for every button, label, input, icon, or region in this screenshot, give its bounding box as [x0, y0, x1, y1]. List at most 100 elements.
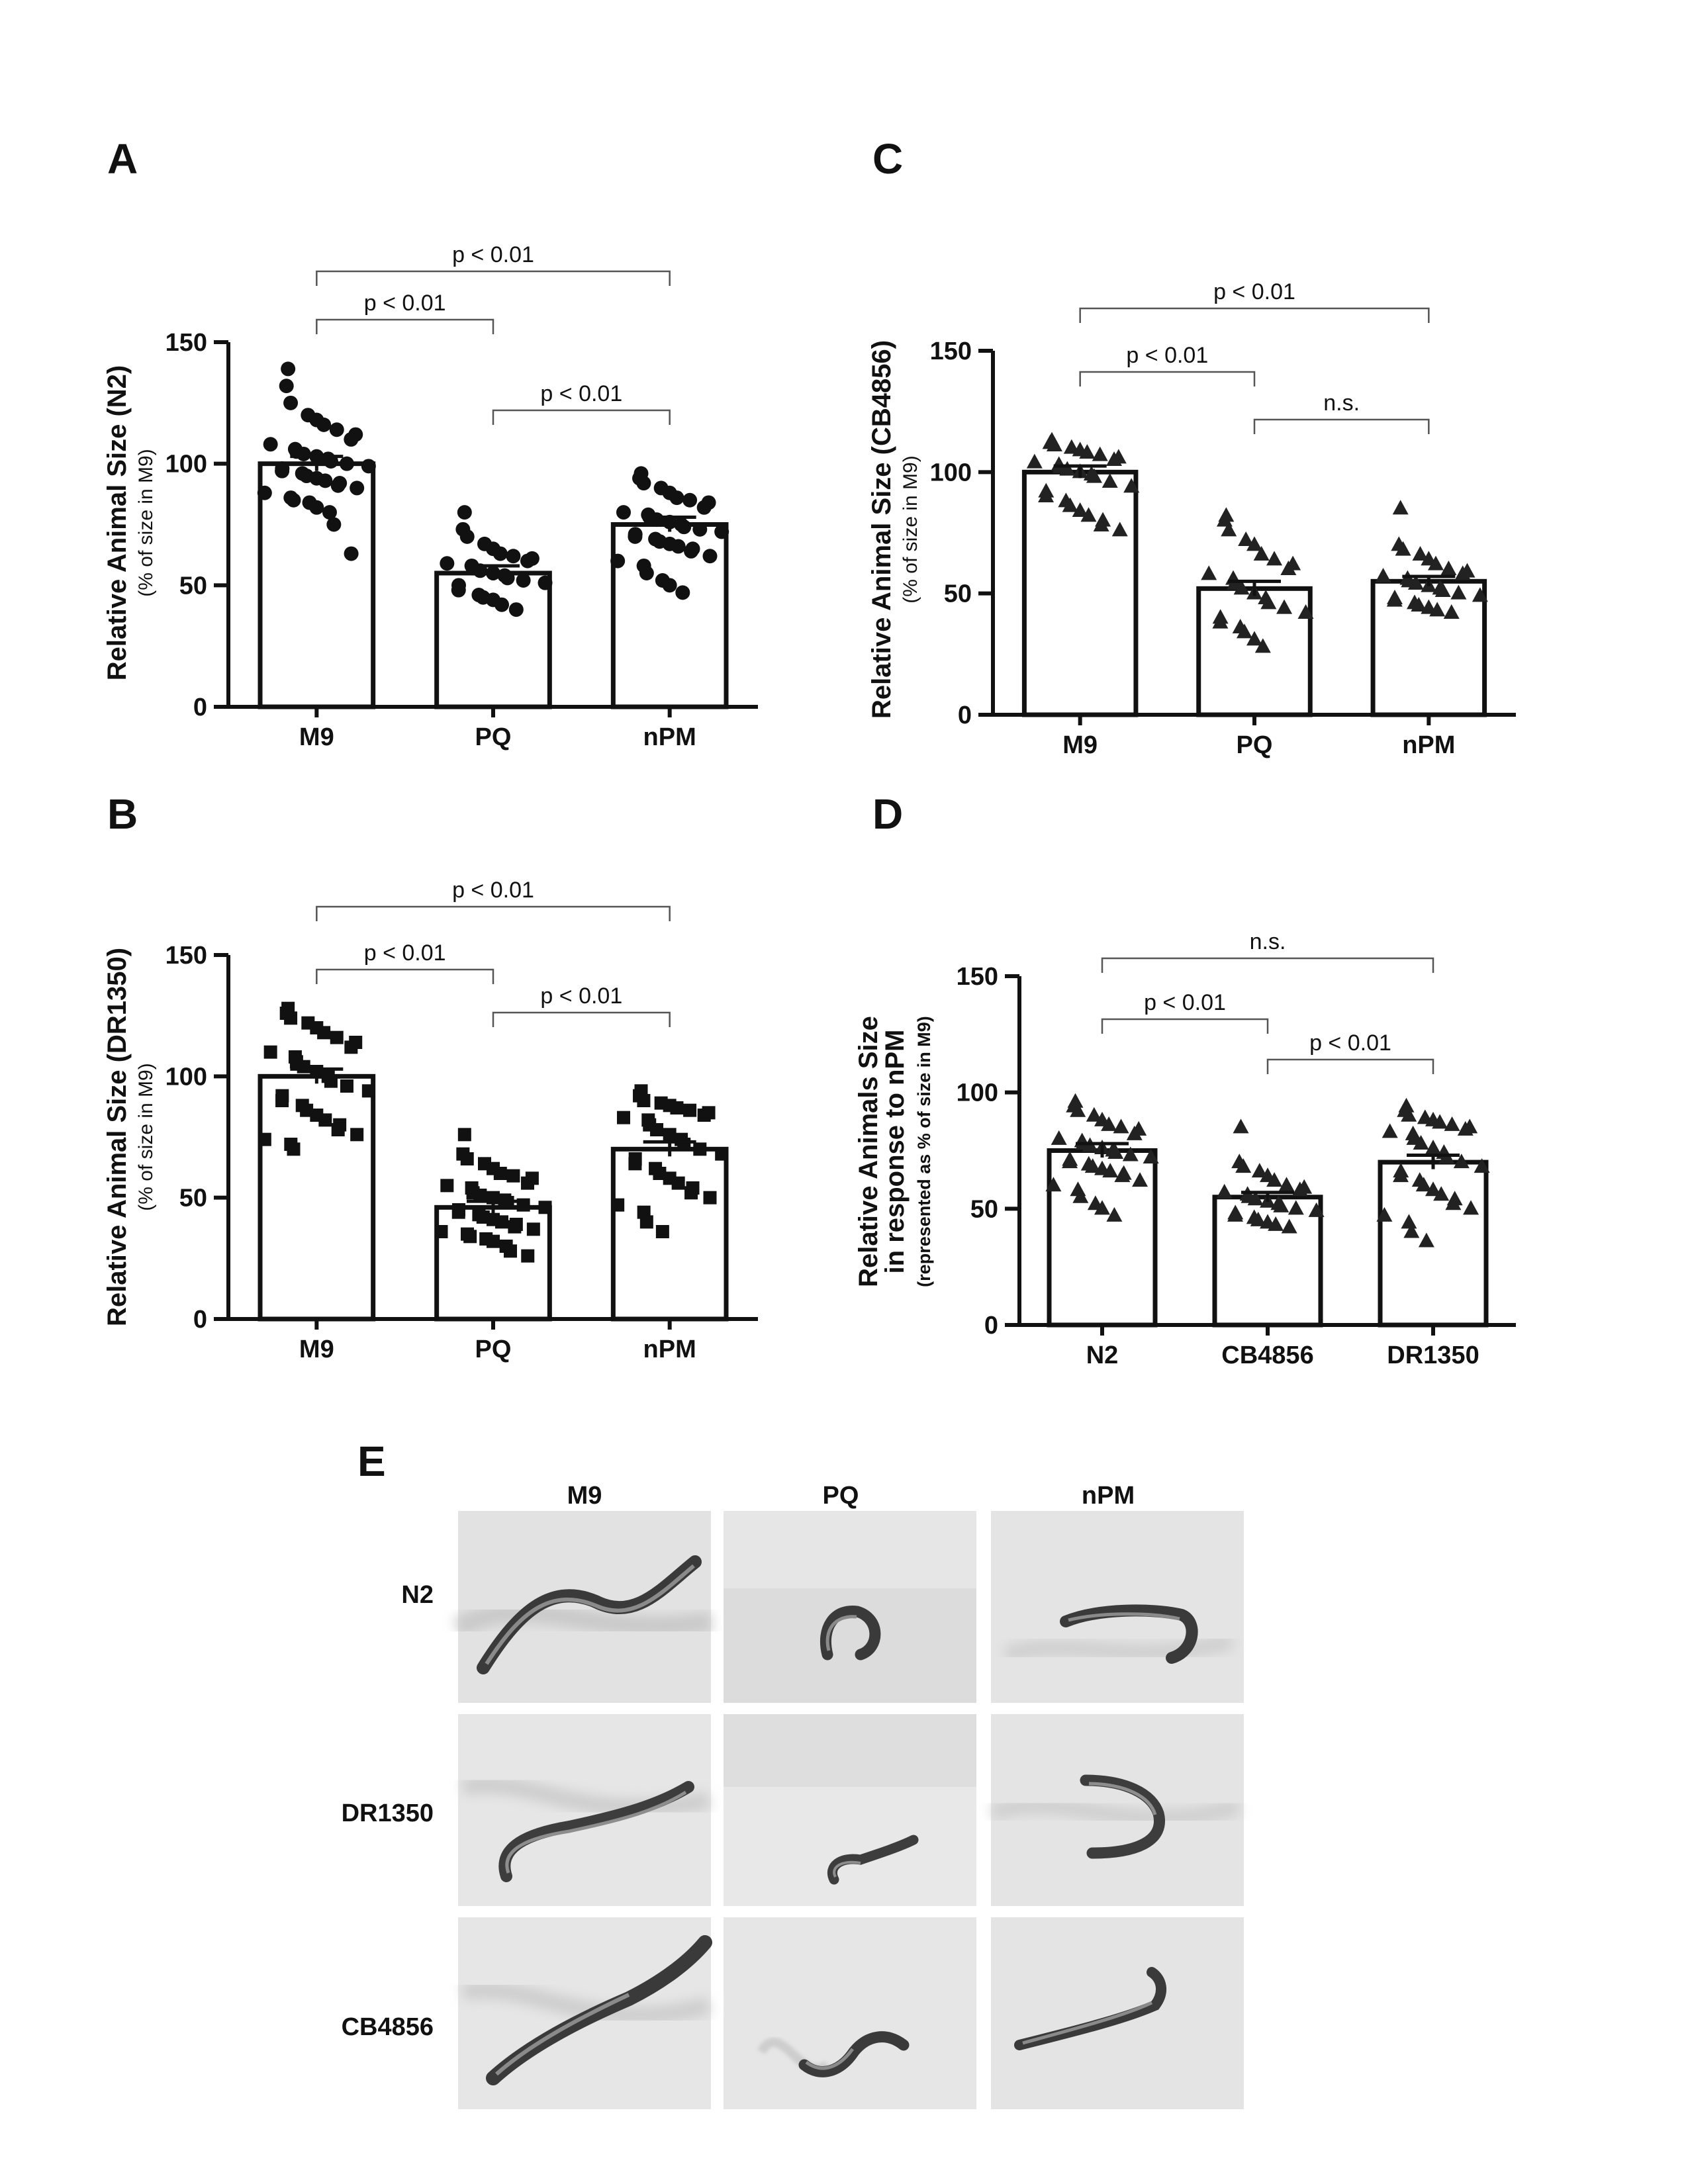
y-tick-label-a-3: 150 — [165, 329, 207, 357]
category-label-d-dr1350: DR1350 — [1387, 1342, 1479, 1369]
data-point-d-dr1350-16 — [1453, 1154, 1470, 1169]
data-point-c-pq-22 — [1246, 631, 1262, 646]
data-point-c-npm-23 — [1429, 602, 1446, 617]
panel-letter-a: A — [107, 135, 138, 183]
data-point-c-pq-19 — [1212, 614, 1229, 629]
data-point-b-npm-23 — [671, 1176, 685, 1190]
data-point-d-dr1350-28 — [1401, 1214, 1417, 1229]
data-point-d-dr1350-21 — [1415, 1177, 1432, 1192]
data-point-b-npm-19 — [628, 1157, 642, 1171]
data-point-d-cb4856-3 — [1251, 1163, 1268, 1178]
data-point-c-m9-19 — [1038, 488, 1055, 502]
data-point-c-npm-2 — [1395, 541, 1411, 556]
y-tick-label-d-2: 100 — [957, 1079, 998, 1107]
data-point-d-cb4856-17 — [1308, 1202, 1325, 1217]
data-point-b-pq-27 — [434, 1225, 448, 1238]
y-tick-label-b-0: 0 — [193, 1306, 207, 1334]
data-point-b-m9-2 — [284, 1011, 298, 1025]
data-point-b-m9-27 — [258, 1132, 271, 1146]
data-point-d-dr1350-6 — [1444, 1116, 1460, 1131]
data-point-b-npm-2 — [637, 1094, 651, 1107]
data-point-c-pq-8 — [1280, 561, 1297, 575]
category-label-a-m9: M9 — [299, 723, 334, 751]
category-label-b-m9: M9 — [299, 1336, 334, 1363]
data-point-b-m9-16 — [340, 1079, 353, 1093]
data-point-d-cb4856-23 — [1268, 1216, 1284, 1231]
data-point-d-n2-16 — [1122, 1146, 1139, 1161]
significance-bracket-b-1 — [316, 968, 494, 984]
data-point-c-m9-2 — [1046, 437, 1062, 451]
data-point-c-m9-17 — [1123, 478, 1140, 493]
data-point-c-npm-9 — [1375, 568, 1391, 582]
data-point-d-cb4856-9 — [1216, 1183, 1233, 1199]
data-point-b-pq-19 — [451, 1205, 465, 1219]
category-label-b-npm: nPM — [643, 1336, 696, 1363]
data-point-b-pq-25 — [508, 1220, 522, 1234]
y-tick-label-d-0: 0 — [984, 1312, 998, 1340]
data-point-c-pq-15 — [1260, 594, 1277, 610]
data-point-c-pq-9 — [1201, 565, 1217, 580]
data-point-a-m9-8 — [344, 432, 359, 447]
data-point-a-npm-15 — [677, 520, 692, 535]
data-point-d-n2-27 — [1045, 1177, 1062, 1192]
panel-e-row-label-n2: N2 — [401, 1581, 434, 1609]
significance-label-b-2: p < 0.01 — [540, 983, 622, 1009]
worm-image-dr1350-npm — [990, 1714, 1244, 1906]
significance-bracket-d-1 — [1101, 1018, 1269, 1034]
data-point-a-npm-5 — [669, 490, 684, 506]
data-point-c-pq-23 — [1254, 638, 1271, 653]
data-point-a-pq-9 — [440, 556, 455, 571]
data-point-a-pq-0 — [457, 505, 472, 520]
panel-e-col-label-npm: nPM — [1082, 1482, 1135, 1510]
data-point-d-cb4856-12 — [1247, 1191, 1264, 1206]
data-point-b-npm-8 — [697, 1109, 711, 1122]
significance-label-c-0: p < 0.01 — [1213, 279, 1295, 304]
data-point-b-m9-12 — [297, 1060, 310, 1073]
category-label-b-pq: PQ — [475, 1336, 512, 1363]
data-point-b-npm-17 — [715, 1147, 729, 1161]
data-point-a-npm-31 — [662, 578, 677, 593]
category-label-c-pq: PQ — [1237, 731, 1273, 759]
data-point-a-m9-12 — [296, 446, 311, 461]
data-point-d-cb4856-16 — [1288, 1200, 1304, 1215]
data-point-a-m9-33 — [326, 517, 342, 532]
data-point-c-m9-12 — [1059, 461, 1076, 476]
category-label-d-cb4856: CB4856 — [1221, 1342, 1313, 1369]
data-point-c-pq-2 — [1221, 522, 1237, 537]
chart-panel-a: 0 50 100 150 Relative Animal Size (N2) (% of … — [103, 242, 758, 751]
data-point-c-pq-3 — [1238, 531, 1254, 546]
significance-label-d-0: n.s. — [1250, 929, 1286, 954]
data-point-a-m9-9 — [263, 437, 278, 452]
y-axis-sublabel-a: (% of size in M9) — [135, 449, 157, 596]
data-point-c-npm-3 — [1412, 546, 1429, 561]
data-point-b-pq-17 — [538, 1201, 552, 1214]
data-point-a-npm-2 — [636, 476, 651, 491]
data-point-d-dr1350-19 — [1393, 1167, 1409, 1183]
data-point-a-pq-15 — [500, 570, 515, 586]
data-point-d-dr1350-9 — [1382, 1123, 1398, 1138]
data-point-b-pq-26 — [526, 1222, 540, 1236]
data-point-d-cb4856-19 — [1227, 1206, 1244, 1222]
data-point-a-m9-6 — [329, 422, 344, 437]
data-point-d-n2-29 — [1072, 1188, 1089, 1203]
data-point-d-n2-15 — [1107, 1144, 1124, 1160]
data-point-a-pq-24 — [508, 602, 524, 617]
data-point-d-dr1350-22 — [1425, 1181, 1441, 1197]
data-point-d-dr1350-2 — [1401, 1107, 1417, 1122]
data-point-a-npm-6 — [682, 492, 698, 508]
data-point-c-npm-5 — [1427, 555, 1444, 570]
data-point-a-m9-16 — [339, 456, 354, 471]
data-point-b-m9-17 — [361, 1084, 375, 1098]
data-point-c-npm-21 — [1411, 597, 1427, 612]
significance-bracket-a-0 — [316, 270, 671, 286]
data-point-b-pq-23 — [495, 1215, 509, 1229]
data-point-a-m9-17 — [361, 459, 376, 474]
data-point-b-npm-6 — [683, 1103, 697, 1117]
data-point-b-npm-15 — [677, 1138, 691, 1151]
panel-e-col-label-pq: PQ — [823, 1482, 859, 1510]
data-point-d-cb4856-2 — [1235, 1158, 1252, 1173]
data-point-d-dr1350-27 — [1376, 1206, 1393, 1222]
data-point-d-dr1350-12 — [1413, 1134, 1429, 1150]
chart-panel-b: 0 50 100 150 Relative Animal Size (DR1350) (%… — [103, 878, 758, 1363]
data-point-b-m9-15 — [324, 1074, 338, 1088]
